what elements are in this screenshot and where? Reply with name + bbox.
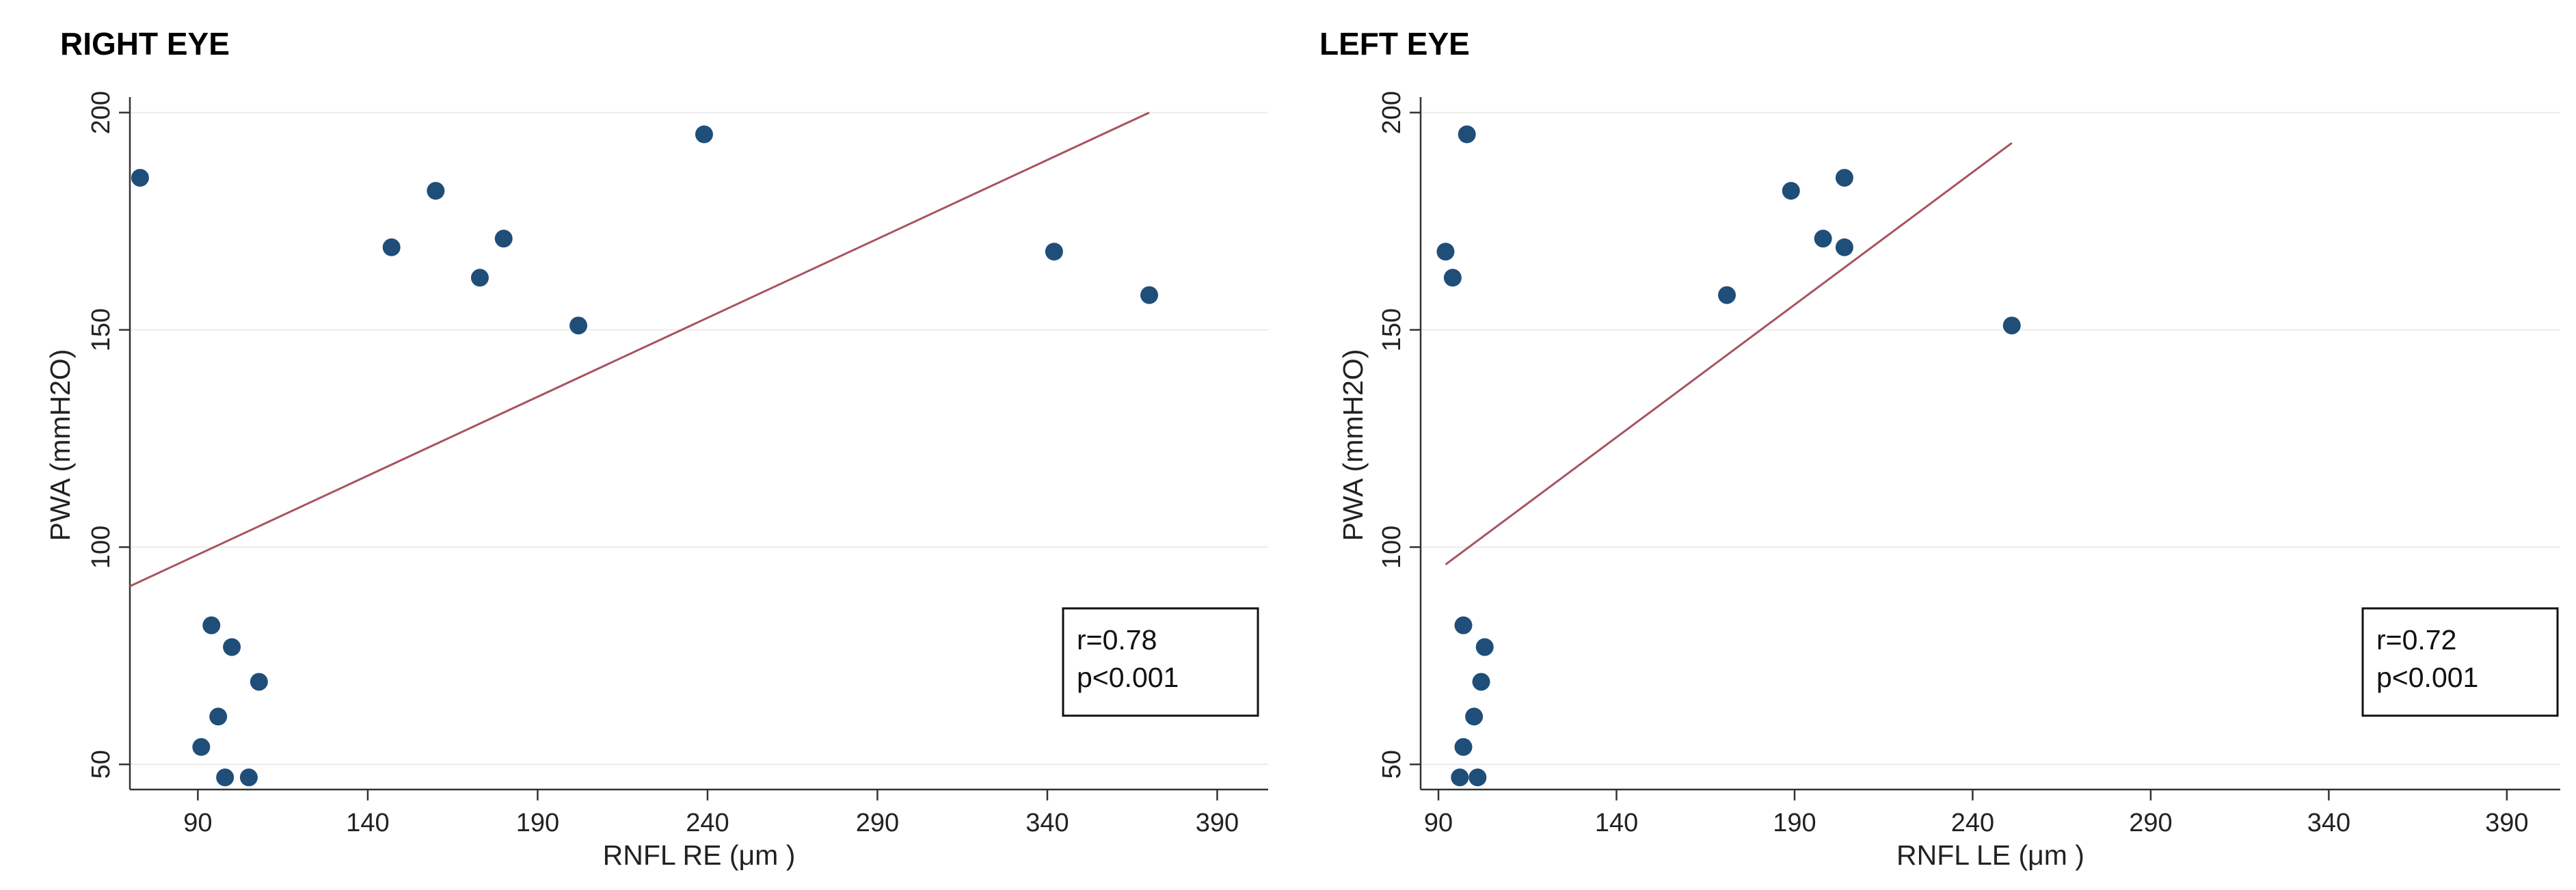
scatter-point (209, 707, 228, 726)
scatter-point (470, 269, 489, 287)
scatter-point (1458, 125, 1476, 144)
scatter-point (1475, 638, 1494, 656)
x-tick-label: 90 (1424, 809, 1453, 837)
p-value-label: p<0.001 (1077, 662, 1179, 693)
x-tick-label: 290 (856, 809, 899, 837)
correlation-label: r=0.78 (1077, 624, 1157, 656)
x-tick-label: 240 (1951, 809, 1994, 837)
p-value-label: p<0.001 (2376, 662, 2478, 693)
scatter-point (1465, 707, 1484, 726)
scatter-point (1443, 269, 1462, 287)
x-tick-label: 190 (516, 809, 559, 837)
y-tick-label: 200 (87, 91, 116, 134)
x-axis-label: RNFL RE (μm ) (603, 839, 796, 871)
y-axis-label: PWA (mmH2O) (44, 349, 76, 541)
left-eye-panel: LEFT EYE 50 100 150 200 90 140 190 240 290 340 390 R… (1319, 26, 2560, 871)
x-tick-label: 190 (1773, 809, 1816, 837)
fit-line (129, 111, 1150, 587)
y-tick-label: 100 (87, 526, 116, 569)
scatter-point (1468, 768, 1487, 787)
scatter-point (216, 768, 234, 787)
scatter-point (250, 673, 268, 691)
scatter-point (202, 616, 221, 634)
scatter-point (131, 169, 149, 187)
x-tick-label: 390 (1196, 809, 1239, 837)
scatter-point (1451, 768, 1469, 787)
y-tick-label: 150 (1378, 308, 1406, 351)
x-tick-label: 340 (1025, 809, 1069, 837)
y-axis-label: PWA (mmH2O) (1337, 349, 1369, 541)
scatter-point (2002, 316, 2021, 335)
fit-line (1445, 142, 2013, 566)
scatter-point (1472, 673, 1490, 691)
x-tick-label: 140 (346, 809, 389, 837)
scatter-point (1436, 243, 1455, 261)
chart-title: RIGHT EYE (60, 26, 230, 62)
correlation-label: r=0.72 (2376, 624, 2456, 656)
scatter-point (382, 238, 401, 256)
scatter-point (1045, 243, 1063, 261)
x-tick-label: 340 (2307, 809, 2350, 837)
x-tick-label: 140 (1595, 809, 1638, 837)
scatter-point (569, 316, 588, 335)
y-tick-label: 100 (1378, 526, 1406, 569)
y-tick-label: 50 (87, 750, 116, 779)
y-tick-label: 200 (1378, 91, 1406, 134)
scatter-point (1782, 182, 1800, 200)
x-tick-label: 290 (2129, 809, 2172, 837)
chart-title: LEFT EYE (1319, 26, 1470, 62)
y-tick-label: 50 (1378, 750, 1406, 779)
stats-box (2361, 607, 2559, 717)
scatter-point (1454, 616, 1473, 634)
y-tick-label: 150 (87, 308, 116, 351)
scatter-point (223, 638, 241, 656)
x-tick-label: 240 (686, 809, 729, 837)
scatter-point (494, 230, 513, 248)
scatter-point (1718, 286, 1736, 304)
scatter-point (695, 125, 713, 144)
scatter-point (1814, 230, 1832, 248)
x-axis-label: RNFL LE (μm ) (1896, 839, 2084, 871)
scatter-point (1835, 169, 1853, 187)
x-tick-label: 90 (183, 809, 212, 837)
scatter-point (1454, 738, 1473, 756)
x-tick-label: 390 (2485, 809, 2528, 837)
stats-box (1062, 607, 1259, 717)
scatter-point (427, 182, 445, 200)
scatter-point (192, 738, 211, 756)
scatter-point (1140, 286, 1159, 304)
right-eye-panel: RIGHT EYE 50 100 150 200 90 140 190 240 290 340 390… (44, 26, 1268, 871)
scatter-point (239, 768, 258, 787)
scatter-point (1835, 238, 1853, 256)
